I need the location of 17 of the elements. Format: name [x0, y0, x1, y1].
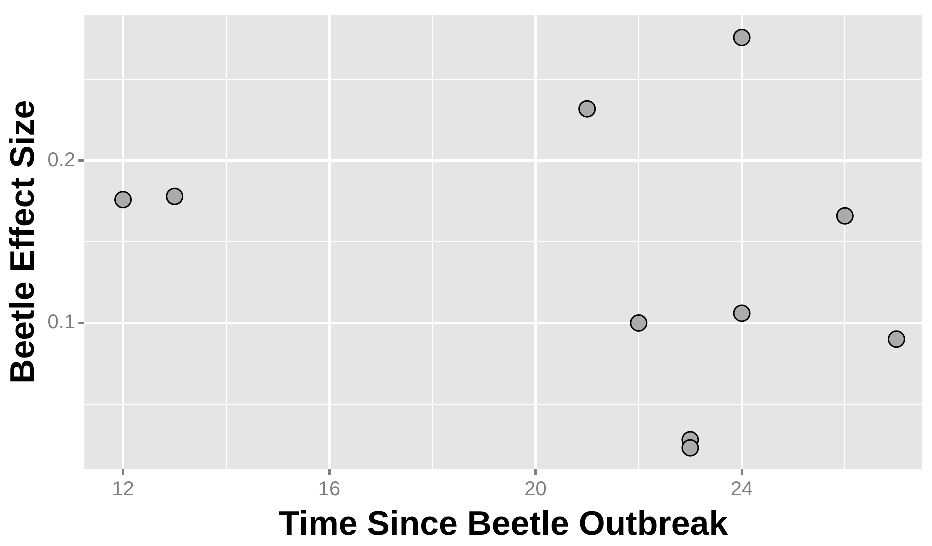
point [166, 188, 184, 206]
x-axis-title: Time Since Beetle Outbreak [278, 504, 728, 543]
x-tick-label: 12 [112, 478, 134, 501]
y-tick-label: 0.1 [48, 312, 76, 334]
point [630, 314, 648, 332]
y-tick-label: 0.2 [48, 150, 76, 172]
x-tick-label: 16 [318, 478, 341, 501]
x-tick-label: 20 [524, 478, 547, 501]
point [733, 28, 751, 46]
y-axis-title: Beetle Effect Size [4, 100, 42, 384]
point [682, 439, 700, 457]
point [836, 207, 854, 225]
point [578, 100, 596, 118]
point [888, 330, 906, 348]
point [114, 191, 132, 209]
x-tick-label: 24 [730, 478, 754, 501]
point [733, 304, 751, 322]
